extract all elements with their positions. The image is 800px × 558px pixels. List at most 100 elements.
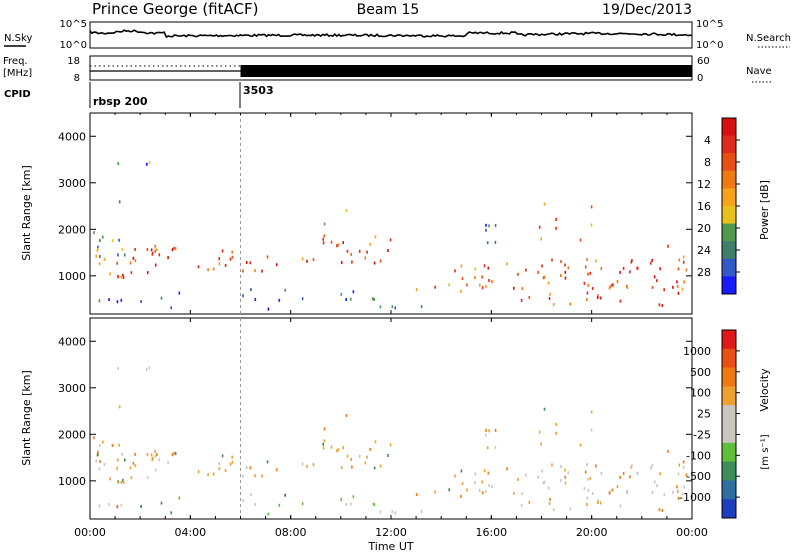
- power-cell: [537, 270, 539, 274]
- power-cell: [651, 258, 653, 262]
- velocity-cell: [229, 462, 232, 466]
- velocity-cell: [547, 486, 550, 490]
- power-cell: [340, 261, 343, 265]
- velocity-cell: [121, 452, 123, 456]
- power-cell: [564, 276, 567, 280]
- power-cell: [460, 264, 463, 268]
- power-colorbar-label: Power [dB]: [758, 180, 771, 240]
- power-cell: [506, 262, 508, 266]
- velocity-cell: [158, 458, 161, 462]
- velocity-cell: [160, 501, 163, 505]
- power-cell: [619, 299, 622, 303]
- velocity-cell: [653, 480, 656, 484]
- power-cell: [543, 202, 546, 206]
- power-cell: [148, 161, 151, 165]
- power-cell: [488, 224, 490, 228]
- power-cell: [541, 264, 543, 268]
- power-cell: [650, 261, 652, 265]
- cpid-label: CPID: [4, 89, 31, 100]
- colorbar-swatch: [722, 348, 736, 369]
- velocity-cell: [683, 485, 685, 489]
- power-cell: [150, 248, 153, 252]
- velocity-cell: [672, 490, 674, 494]
- colorbar-tick-label: 100: [690, 387, 711, 400]
- power-cell: [474, 276, 476, 280]
- power-cell: [663, 288, 665, 292]
- velocity-cell: [661, 509, 664, 512]
- colorbar-tick-label: 4: [704, 134, 711, 147]
- power-cell: [564, 263, 566, 267]
- power-cell: [540, 237, 542, 241]
- power-cell: [122, 273, 124, 277]
- velocity-cell: [387, 454, 389, 457]
- power-cell: [682, 255, 685, 259]
- velocity-cell: [231, 455, 233, 459]
- velocity-cell: [306, 464, 308, 468]
- velocity-cell: [379, 464, 382, 468]
- nsearch-tick-bottom: 10^0: [696, 40, 723, 51]
- power-cell: [676, 284, 679, 288]
- velocity-cell: [481, 491, 484, 495]
- velocity-cell: [250, 493, 252, 497]
- velocity-cell: [626, 491, 629, 495]
- velocity-cell: [350, 458, 352, 461]
- velocity-cell: [488, 484, 490, 488]
- power-cell: [373, 298, 375, 301]
- velocity-cell: [351, 465, 353, 469]
- power-cell: [116, 300, 119, 304]
- velocity-cell: [124, 458, 126, 462]
- power-cell: [626, 286, 629, 290]
- power-cell: [366, 250, 368, 254]
- colorbar-tick-label: 20: [697, 222, 711, 235]
- velocity-cell: [148, 366, 151, 370]
- velocity-cell: [483, 469, 486, 473]
- velocity-cell: [667, 449, 669, 453]
- colorbar-swatch: [722, 405, 736, 425]
- power-cell: [549, 292, 551, 296]
- power-cell: [513, 286, 515, 290]
- velocity-cell: [521, 492, 524, 496]
- power-cell: [656, 279, 658, 283]
- velocity-cell: [485, 433, 487, 437]
- velocity-cell: [254, 474, 256, 478]
- power-cell: [555, 217, 557, 221]
- power-cell: [552, 303, 555, 306]
- power-cell: [99, 239, 101, 242]
- velocity-cell: [336, 449, 338, 453]
- power-cell: [560, 260, 562, 264]
- velocity-cell: [681, 492, 684, 496]
- power-cell: [108, 298, 110, 302]
- power-scatter: [93, 161, 688, 311]
- power-cell: [109, 272, 111, 276]
- velocity-cell: [520, 504, 523, 507]
- power-cell: [681, 287, 684, 291]
- y-tick-label: 1000: [58, 475, 86, 488]
- velocity-cell: [130, 476, 133, 480]
- velocity-cell: [178, 496, 181, 500]
- power-cell: [249, 261, 252, 265]
- colorbar-swatch: [722, 258, 736, 277]
- velocity-cell: [485, 490, 487, 493]
- power-cell: [134, 259, 137, 263]
- power-cell: [312, 258, 315, 262]
- power-cell: [345, 298, 347, 301]
- velocity-cell: [685, 473, 688, 477]
- velocity-cell: [207, 473, 209, 477]
- velocity-cell: [373, 466, 376, 470]
- velocity-cell: [345, 503, 347, 506]
- colorbar-swatch: [722, 241, 736, 260]
- power-cell: [197, 265, 200, 269]
- power-cell: [117, 162, 119, 166]
- power-cell: [323, 234, 326, 238]
- power-cell: [434, 285, 436, 289]
- power-cell: [154, 263, 157, 267]
- colorbar-tick-label: 8: [704, 156, 711, 169]
- velocity-cell: [120, 503, 123, 507]
- power-panel-frame: [89, 112, 693, 315]
- velocity-cell: [676, 485, 678, 489]
- power-cell: [98, 299, 101, 303]
- power-cell: [487, 266, 490, 270]
- velocity-cell: [117, 458, 119, 462]
- velocity-cell: [448, 488, 450, 492]
